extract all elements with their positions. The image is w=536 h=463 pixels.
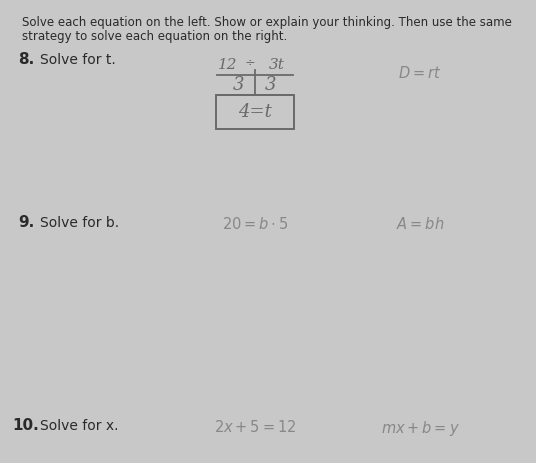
Text: ÷: ÷ bbox=[245, 56, 255, 69]
Text: $D = rt$: $D = rt$ bbox=[398, 65, 442, 81]
Text: 4=t: 4=t bbox=[238, 103, 272, 121]
Text: strategy to solve each equation on the right.: strategy to solve each equation on the r… bbox=[22, 30, 287, 43]
Text: 10.: 10. bbox=[12, 418, 39, 433]
Text: 9.: 9. bbox=[18, 215, 34, 230]
Text: Solve for x.: Solve for x. bbox=[40, 419, 118, 433]
Text: $2x + 5 = 12$: $2x + 5 = 12$ bbox=[214, 419, 296, 435]
Text: $mx + b = y$: $mx + b = y$ bbox=[381, 419, 459, 438]
FancyBboxPatch shape bbox=[216, 95, 294, 129]
Text: 3: 3 bbox=[265, 76, 277, 94]
Text: $20 = b \cdot 5$: $20 = b \cdot 5$ bbox=[222, 216, 288, 232]
Text: Solve each equation on the left. Show or explain your thinking. Then use the sam: Solve each equation on the left. Show or… bbox=[22, 16, 512, 29]
Text: 12: 12 bbox=[218, 58, 237, 72]
Text: 3t: 3t bbox=[269, 58, 285, 72]
Text: 3: 3 bbox=[233, 76, 245, 94]
Text: Solve for b.: Solve for b. bbox=[40, 216, 119, 230]
Text: Solve for t.: Solve for t. bbox=[40, 53, 116, 67]
Text: 8.: 8. bbox=[18, 52, 34, 67]
Text: $A = bh$: $A = bh$ bbox=[396, 216, 444, 232]
